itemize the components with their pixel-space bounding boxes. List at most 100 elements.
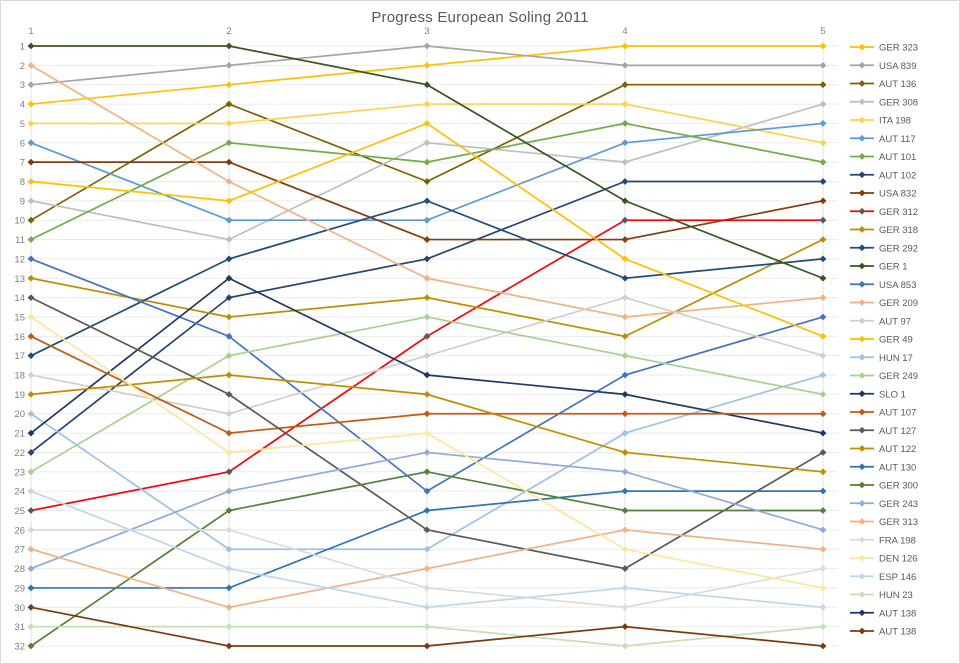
series-marker <box>423 197 431 205</box>
y-tick-label: 27 <box>14 545 25 556</box>
legend-label: GER 308 <box>879 97 918 108</box>
series-marker <box>423 216 431 224</box>
legend-swatch-marker <box>858 445 866 452</box>
legend-label: FRA 198 <box>879 535 916 546</box>
series-marker <box>819 410 827 418</box>
legend-swatch-marker <box>858 116 866 124</box>
legend-label: HUN 23 <box>879 590 913 601</box>
series-marker <box>27 100 35 108</box>
legend-item: ITA 198 <box>850 116 911 127</box>
y-tick-label: 3 <box>20 80 25 91</box>
series-marker <box>621 545 629 553</box>
series-marker <box>819 603 827 611</box>
legend-item: DEN 126 <box>850 554 918 565</box>
series-marker <box>423 390 431 398</box>
y-tick-label: 20 <box>14 409 25 420</box>
series-marker <box>225 487 233 495</box>
series-marker <box>225 236 233 243</box>
series-marker <box>621 216 629 224</box>
series-marker <box>225 352 233 360</box>
series-marker <box>27 603 35 611</box>
legend-swatch-marker <box>858 572 866 580</box>
series-marker <box>621 158 629 166</box>
legend-label: ESP 146 <box>879 572 916 583</box>
y-tick-label: 14 <box>14 293 25 304</box>
legend-swatch-marker <box>858 463 866 471</box>
series-marker <box>27 565 35 572</box>
series-marker <box>27 178 35 185</box>
series-marker <box>819 158 827 166</box>
series-marker <box>621 42 629 50</box>
legend-label: AUT 127 <box>879 426 916 437</box>
series-marker <box>819 429 827 437</box>
legend-item: AUT 138 <box>850 627 916 638</box>
series-marker <box>225 468 233 476</box>
series-marker <box>423 487 431 495</box>
series-marker <box>225 603 233 611</box>
y-tick-label: 7 <box>20 158 25 169</box>
series-marker <box>621 81 629 89</box>
series-marker <box>423 410 431 418</box>
legend-label: HUN 17 <box>879 353 913 364</box>
y-tick-label: 15 <box>14 312 25 323</box>
y-tick-label: 24 <box>14 487 25 498</box>
series-marker <box>423 313 431 321</box>
series-marker <box>225 274 233 282</box>
series-marker <box>621 100 629 108</box>
x-tick-label: 2 <box>226 26 231 37</box>
legend-item: GER 312 <box>850 207 918 218</box>
legend-swatch-marker <box>858 627 866 635</box>
series-marker <box>819 81 827 89</box>
legend-label: AUT 138 <box>879 608 916 619</box>
legend-item: AUT 117 <box>850 134 916 145</box>
series-marker <box>225 294 233 302</box>
series-marker <box>621 603 629 611</box>
series-marker <box>225 371 233 379</box>
legend-label: AUT 122 <box>879 444 916 455</box>
series-marker <box>27 390 35 398</box>
y-tick-label: 25 <box>14 506 25 517</box>
y-tick-label: 18 <box>14 371 25 382</box>
series-marker <box>423 526 431 534</box>
series-marker <box>621 294 629 302</box>
legend-item: GER 243 <box>850 499 918 510</box>
y-tick-label: 13 <box>14 274 25 285</box>
series-marker <box>621 642 629 650</box>
legend-label: DEN 126 <box>879 554 918 565</box>
series-marker <box>225 42 233 50</box>
series-marker <box>621 313 629 321</box>
series-marker <box>27 255 35 263</box>
legend-label: GER 49 <box>879 335 913 346</box>
legend-swatch-marker <box>858 226 866 233</box>
series-marker <box>621 526 629 534</box>
series-marker <box>423 545 431 553</box>
legend-swatch-marker <box>858 189 866 197</box>
y-tick-label: 26 <box>14 525 25 536</box>
series-marker <box>423 178 431 185</box>
legend-swatch-marker <box>858 280 866 288</box>
legend-label: USA 839 <box>879 61 917 72</box>
series-marker <box>819 507 827 514</box>
series-marker <box>27 507 35 514</box>
series-marker <box>621 410 629 418</box>
series-marker <box>423 100 431 108</box>
legend-swatch-marker <box>858 335 866 343</box>
legend-label: SLO 1 <box>879 389 906 400</box>
series-marker <box>225 197 233 205</box>
legend-label: GER 292 <box>879 243 918 254</box>
legend-label: USA 853 <box>879 280 917 291</box>
legend-swatch-marker <box>858 262 866 270</box>
series-marker <box>621 139 629 147</box>
legend-item: FRA 198 <box>850 535 916 546</box>
legend-item: AUT 122 <box>850 444 916 455</box>
legend-label: GER 243 <box>879 499 918 510</box>
x-tick-label: 3 <box>424 26 429 37</box>
x-tick-label: 4 <box>622 26 627 37</box>
series-marker <box>27 313 35 321</box>
legend-swatch-marker <box>858 61 866 69</box>
legend-item: GER 292 <box>850 243 918 254</box>
series-marker <box>27 81 35 89</box>
series-marker <box>225 410 233 418</box>
legend-label: GER 209 <box>879 298 918 309</box>
series-marker <box>819 313 827 321</box>
